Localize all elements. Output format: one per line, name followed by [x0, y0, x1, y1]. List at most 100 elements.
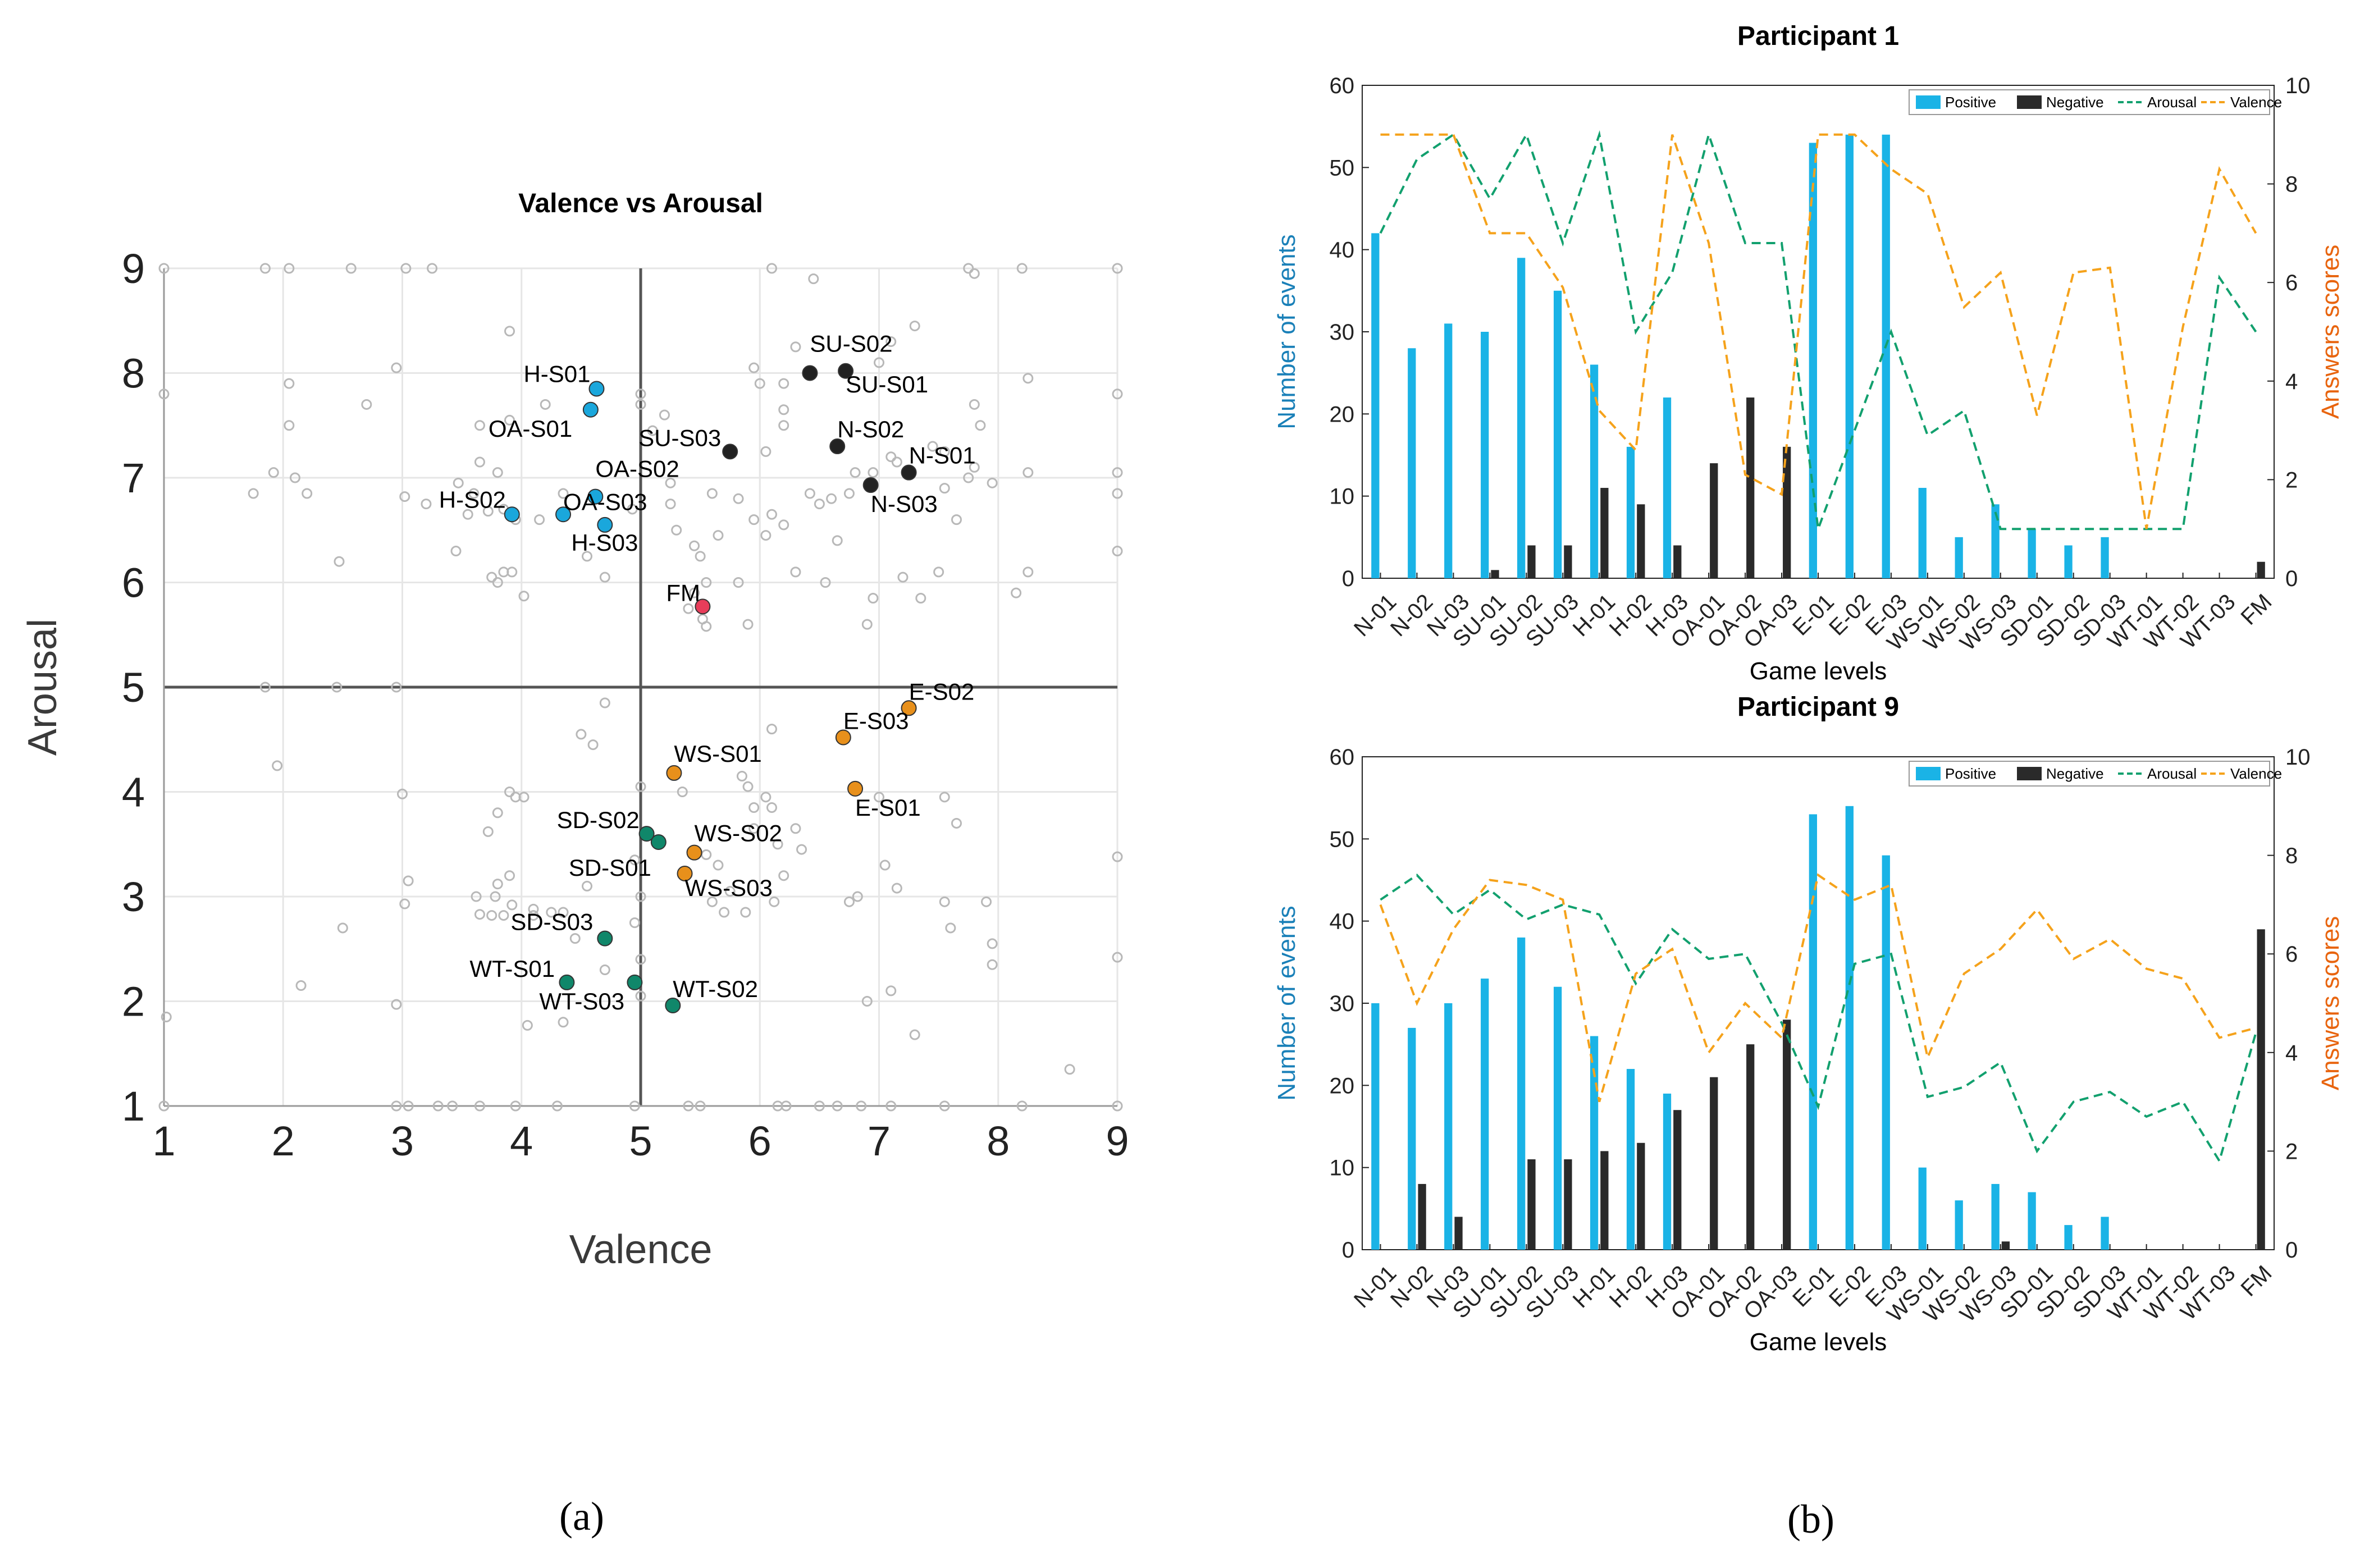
x-tick-label: FM [2236, 1261, 2277, 1301]
point-label: H-S02 [439, 486, 506, 513]
background-point [832, 535, 843, 546]
data-point-wt-s02 [665, 997, 681, 1013]
background-point [760, 446, 772, 457]
background-point [975, 420, 986, 431]
background-point [284, 420, 295, 431]
data-point-oa-s02 [587, 488, 604, 505]
legend-label: Negative [2046, 765, 2104, 782]
point-label: E-S03 [843, 708, 909, 734]
plot-frame [1362, 85, 2275, 579]
background-point [778, 519, 789, 531]
background-point [518, 792, 530, 803]
background-point [268, 467, 279, 478]
background-point [635, 954, 646, 965]
y-tick-label: 20 [1330, 402, 1355, 427]
bar-positive [1918, 1167, 1927, 1250]
background-point [695, 551, 706, 562]
bar-negative [1454, 1217, 1463, 1250]
legend-box [1909, 89, 2270, 115]
background-point [453, 477, 464, 488]
bar-positive [1371, 1003, 1380, 1250]
background-point [331, 682, 343, 693]
point-label: OA-S03 [563, 488, 647, 515]
bar-negative [2001, 1241, 2010, 1250]
bar-negative [1564, 545, 1572, 578]
background-point [814, 1100, 825, 1112]
data-point-fm [695, 598, 711, 615]
point-label: SU-S02 [810, 331, 892, 357]
x-tick-label: 8 [987, 1118, 1010, 1164]
legend-label: Positive [1945, 765, 1996, 782]
background-point [850, 467, 861, 478]
background-point [289, 472, 300, 483]
data-point-e-s02 [901, 700, 917, 716]
background-point [939, 896, 950, 907]
background-point [391, 362, 402, 373]
y2-tick-label: 2 [2285, 468, 2298, 492]
y-axis-label: Number of events [1273, 234, 1300, 429]
background-point [627, 504, 638, 515]
point-label: OA-S01 [489, 415, 572, 442]
legend-label: Arousal [2147, 765, 2197, 782]
y2-tick-label: 8 [2285, 844, 2298, 868]
point-label: WS-S01 [674, 740, 761, 767]
x-tick-label: 7 [868, 1118, 891, 1164]
background-point [1112, 388, 1123, 400]
background-point [689, 587, 700, 598]
y-tick-label: 2 [122, 979, 145, 1025]
point-label: WS-S03 [685, 875, 773, 901]
background-point [259, 263, 271, 274]
bar-positive [1408, 1027, 1416, 1250]
background-point [778, 870, 789, 881]
y-tick-label: 3 [122, 874, 145, 920]
background-point [504, 870, 515, 881]
background-point [337, 922, 348, 934]
bar-positive [1517, 937, 1526, 1250]
background-point [733, 493, 744, 504]
y-tick-label: 60 [1330, 745, 1355, 770]
bar-negative [1491, 570, 1499, 578]
background-point [987, 477, 998, 488]
background-point [581, 551, 592, 562]
data-point-h-s01 [588, 381, 605, 397]
background-point [546, 907, 557, 918]
data-point-h-s02 [504, 506, 520, 523]
data-point-sd-s02 [638, 826, 655, 842]
background-point [1016, 263, 1028, 274]
bar-panel-participant-1: 01020304050600246810N-01N-02N-03SU-01SU-… [1273, 21, 2344, 685]
background-point [754, 378, 765, 389]
y2-tick-label: 0 [2285, 566, 2298, 591]
x-tick-label: H-02 [1605, 1261, 1656, 1313]
x-tick-label: N-01 [1349, 1261, 1401, 1313]
data-point-su-s02 [802, 365, 818, 381]
background-point [361, 399, 372, 410]
background-point [796, 844, 807, 855]
bar-positive [1553, 290, 1562, 578]
background-point [647, 425, 658, 436]
bar-positive [2064, 545, 2073, 578]
y-tick-label: 30 [1330, 991, 1355, 1016]
background-point [683, 603, 694, 614]
background-point [868, 467, 879, 478]
y-tick-label: 6 [122, 560, 145, 606]
y-tick-label: 8 [122, 350, 145, 397]
y-tick-label: 30 [1330, 320, 1355, 345]
bar-positive [2064, 1225, 2073, 1250]
data-point-n-s01 [901, 464, 917, 481]
background-point [635, 781, 646, 792]
background-point [719, 907, 730, 918]
y-tick-label: 20 [1330, 1073, 1355, 1098]
x-tick-label: 2 [272, 1118, 295, 1164]
background-point [629, 917, 640, 929]
point-label: N-S02 [837, 416, 904, 442]
background-point [248, 488, 259, 499]
bar-positive [1955, 1200, 1963, 1250]
x-tick-label: N-02 [1386, 1261, 1437, 1313]
point-label: WT-S03 [539, 988, 624, 1014]
point-label: SD-S03 [510, 909, 593, 935]
bar-positive [1408, 348, 1416, 578]
y2-tick-label: 8 [2285, 172, 2298, 197]
bar-negative [1637, 504, 1645, 578]
background-point [742, 619, 754, 630]
